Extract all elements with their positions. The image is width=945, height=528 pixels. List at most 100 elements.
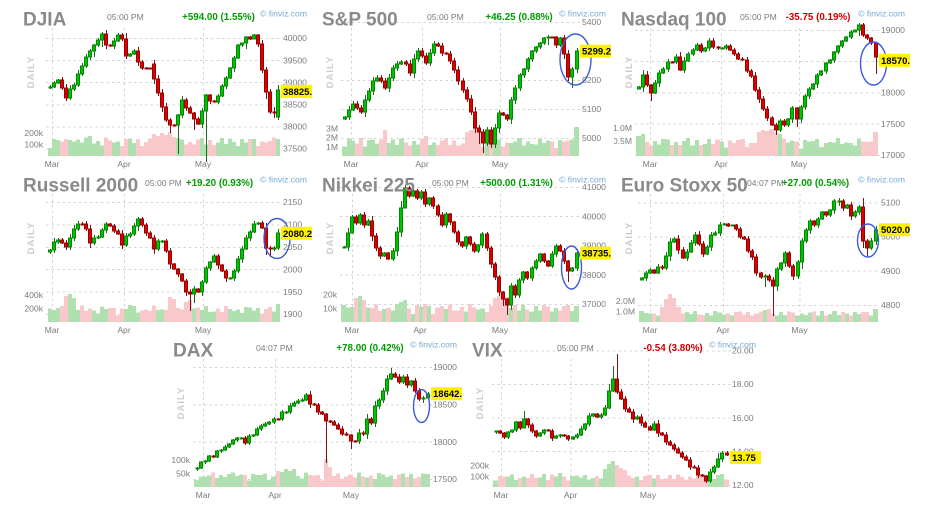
svg-text:17500: 17500 — [433, 474, 457, 484]
svg-text:5000: 5000 — [582, 133, 601, 143]
svg-text:DAILY: DAILY — [325, 56, 336, 89]
svg-text:DAILY: DAILY — [26, 222, 37, 255]
svg-text:37000: 37000 — [582, 299, 606, 309]
svg-text:© finviz.com: © finviz.com — [559, 9, 606, 19]
svg-text:10k: 10k — [323, 303, 338, 313]
svg-text:Mar: Mar — [344, 159, 359, 169]
svg-text:-0.54 (3.80%): -0.54 (3.80%) — [643, 343, 702, 354]
svg-text:200k: 200k — [24, 128, 43, 138]
svg-text:Mar: Mar — [643, 159, 658, 169]
svg-text:+27.00 (0.54%): +27.00 (0.54%) — [782, 178, 849, 189]
svg-text:05:00 PM: 05:00 PM — [432, 178, 469, 188]
svg-text:19000: 19000 — [433, 362, 457, 372]
svg-text:May: May — [343, 490, 360, 500]
svg-text:5299.25: 5299.25 — [582, 47, 611, 58]
svg-text:1.0M: 1.0M — [614, 123, 632, 133]
svg-text:18000: 18000 — [881, 88, 905, 98]
svg-text:39000: 39000 — [283, 77, 307, 87]
svg-text:VIX: VIX — [472, 341, 503, 362]
svg-text:38735.0: 38735.0 — [582, 249, 611, 260]
svg-text:DAILY: DAILY — [475, 387, 486, 420]
svg-text:05:00 PM: 05:00 PM — [740, 12, 777, 22]
svg-text:Nasdaq 100: Nasdaq 100 — [621, 10, 727, 31]
svg-text:+594.00 (1.55%): +594.00 (1.55%) — [182, 12, 255, 23]
svg-text:1900: 1900 — [283, 309, 302, 319]
svg-text:© finviz.com: © finviz.com — [410, 340, 457, 350]
svg-text:Apr: Apr — [117, 325, 131, 335]
svg-text:38500: 38500 — [283, 100, 307, 110]
svg-text:2.0M: 2.0M — [616, 296, 635, 306]
svg-text:50k: 50k — [176, 469, 191, 479]
svg-text:1950: 1950 — [283, 287, 302, 297]
svg-text:18.00: 18.00 — [732, 379, 754, 389]
svg-text:19000: 19000 — [881, 25, 905, 35]
svg-text:Apr: Apr — [413, 325, 427, 335]
svg-text:© finviz.com: © finviz.com — [260, 175, 307, 185]
svg-text:200k: 200k — [24, 304, 43, 314]
svg-text:1M: 1M — [326, 142, 338, 152]
svg-text:DAILY: DAILY — [176, 387, 187, 420]
svg-text:41000: 41000 — [582, 182, 606, 192]
svg-text:Mar: Mar — [45, 159, 60, 169]
svg-text:Apr: Apr — [714, 159, 728, 169]
svg-text:05:00 PM: 05:00 PM — [427, 12, 464, 22]
svg-text:38000: 38000 — [582, 270, 606, 280]
svg-text:40000: 40000 — [582, 211, 606, 221]
svg-text:2080.20: 2080.20 — [283, 229, 312, 240]
svg-text:18000: 18000 — [433, 437, 457, 447]
svg-text:May: May — [492, 325, 509, 335]
svg-text:3M: 3M — [326, 123, 338, 133]
svg-text:2100: 2100 — [283, 220, 302, 230]
svg-text:17000: 17000 — [881, 150, 905, 160]
svg-text:May: May — [791, 325, 808, 335]
svg-text:+78.00 (0.42%): +78.00 (0.42%) — [336, 343, 403, 354]
svg-text:39000: 39000 — [582, 241, 606, 251]
svg-text:100k: 100k — [171, 455, 190, 465]
svg-text:05:00 PM: 05:00 PM — [557, 343, 594, 353]
svg-text:40000: 40000 — [283, 33, 307, 43]
svg-text:Russell 2000: Russell 2000 — [23, 176, 138, 197]
svg-text:Apr: Apr — [117, 159, 131, 169]
svg-text:18500: 18500 — [433, 400, 457, 410]
svg-text:© finviz.com: © finviz.com — [858, 175, 905, 185]
svg-text:May: May — [195, 159, 212, 169]
svg-text:DAILY: DAILY — [624, 56, 635, 89]
svg-text:2150: 2150 — [283, 197, 302, 207]
svg-text:May: May — [791, 159, 808, 169]
svg-text:DAILY: DAILY — [325, 222, 336, 255]
svg-text:38000: 38000 — [283, 122, 307, 132]
svg-text:Apr: Apr — [415, 159, 429, 169]
svg-text:1.0M: 1.0M — [616, 307, 635, 317]
svg-text:© finviz.com: © finviz.com — [260, 9, 307, 19]
svg-text:2000: 2000 — [283, 264, 302, 274]
svg-text:5100: 5100 — [582, 104, 601, 114]
svg-text:13.75: 13.75 — [732, 453, 756, 464]
svg-text:05:00 PM: 05:00 PM — [145, 178, 182, 188]
svg-text:100k: 100k — [470, 472, 489, 482]
svg-text:16.00: 16.00 — [732, 413, 754, 423]
svg-text:2050: 2050 — [283, 242, 302, 252]
svg-text:400k: 400k — [24, 290, 43, 300]
svg-text:5200: 5200 — [582, 75, 601, 85]
svg-text:DAILY: DAILY — [26, 56, 37, 89]
svg-text:+46.25 (0.88%): +46.25 (0.88%) — [485, 12, 552, 23]
svg-text:May: May — [195, 325, 212, 335]
svg-text:S&P 500: S&P 500 — [322, 10, 398, 31]
svg-text:© finviz.com: © finviz.com — [559, 175, 606, 185]
svg-text:4800: 4800 — [881, 300, 900, 310]
svg-text:-35.75 (0.19%): -35.75 (0.19%) — [786, 12, 851, 23]
svg-text:20k: 20k — [323, 290, 338, 300]
svg-text:12.00: 12.00 — [732, 480, 754, 490]
svg-text:Mar: Mar — [196, 490, 211, 500]
svg-text:DAX: DAX — [173, 341, 213, 362]
svg-text:39500: 39500 — [283, 55, 307, 65]
svg-text:Apr: Apr — [716, 325, 730, 335]
svg-text:20.00: 20.00 — [732, 346, 754, 356]
svg-text:Euro Stoxx 50: Euro Stoxx 50 — [621, 176, 748, 197]
svg-text:100k: 100k — [24, 140, 43, 150]
svg-text:200k: 200k — [470, 461, 489, 471]
svg-text:5020.00: 5020.00 — [881, 225, 910, 236]
svg-text:37500: 37500 — [283, 144, 307, 154]
svg-text:Mar: Mar — [494, 490, 509, 500]
svg-text:18642.0: 18642.0 — [433, 389, 462, 400]
